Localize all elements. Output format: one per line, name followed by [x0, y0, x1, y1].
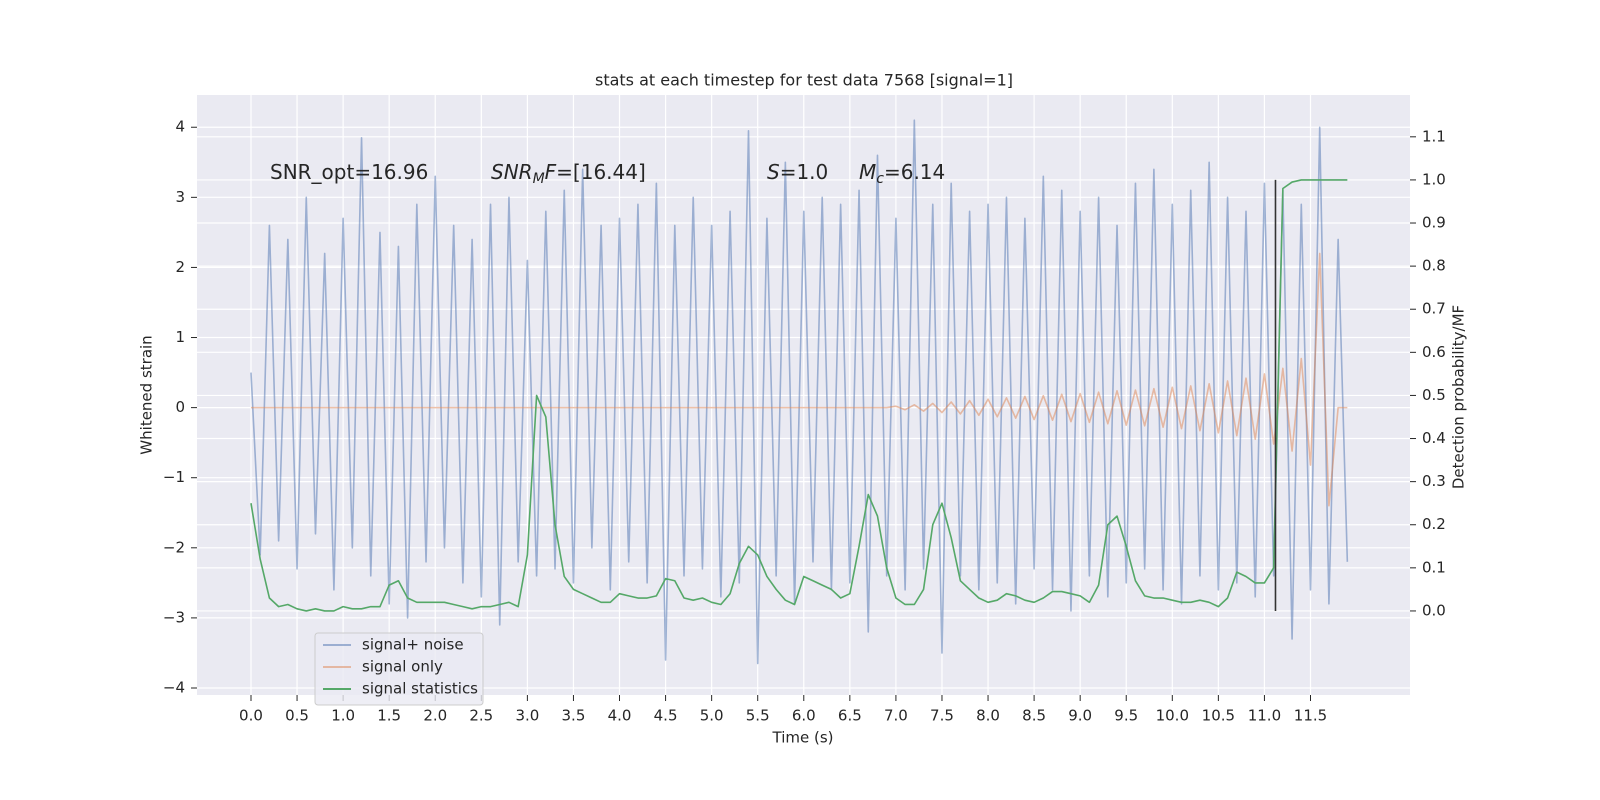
x-tick-label: 1.0 — [331, 707, 355, 725]
legend-label: signal+ noise — [362, 636, 464, 654]
annotation-part: =6.14 — [884, 160, 945, 184]
x-tick-label: 10.5 — [1202, 707, 1235, 725]
y-tick-label: −4 — [163, 678, 185, 696]
annotation: SNR_opt=16.96 — [270, 160, 428, 184]
x-tick-label: 7.0 — [884, 707, 908, 725]
x-tick-label: 5.0 — [700, 707, 724, 725]
chart-title: stats at each timestep for test data 756… — [595, 71, 1013, 90]
x-tick-label: 11.5 — [1294, 707, 1327, 725]
legend-box — [314, 632, 484, 706]
x-tick-label: 3.0 — [515, 707, 539, 725]
x-tick-label: 9.0 — [1068, 707, 1092, 725]
annotation-part: =1.0 — [780, 160, 829, 184]
annotation-part: F — [545, 160, 557, 184]
x-tick-label: 0.0 — [239, 707, 263, 725]
y-tick-label: 4 — [175, 118, 185, 136]
x-tick-label: 6.5 — [838, 707, 862, 725]
x-tick-label: 0.5 — [285, 707, 309, 725]
annotation: SNRMF=[16.44] — [491, 160, 646, 188]
annotation-part: c — [876, 171, 884, 187]
x-tick-label: 1.5 — [377, 707, 401, 725]
y2-tick-label: 0.2 — [1422, 515, 1446, 533]
y-tick-label: 1 — [175, 328, 185, 346]
legend-label: signal only — [362, 658, 443, 676]
annotation-part: =[16.44] — [556, 160, 646, 184]
legend-label: signal statistics — [362, 680, 478, 698]
x-tick-label: 7.5 — [930, 707, 954, 725]
data — [250, 119, 1349, 665]
y2-tick-label: 1.0 — [1422, 170, 1446, 188]
y-tick-label: 0 — [175, 398, 185, 416]
y-axis-label: Whitened strain — [138, 335, 156, 454]
annotation: S=1.0 — [767, 160, 828, 184]
series-line — [250, 252, 1348, 507]
y-tick-label: −3 — [163, 608, 185, 626]
y2-tick-label: 1.1 — [1422, 127, 1446, 145]
x-tick-label: 3.5 — [562, 707, 586, 725]
y-tick-label: 2 — [175, 258, 185, 276]
y2-axis-label: Detection probability/MF — [1450, 305, 1468, 489]
y2-tick-label: 0.8 — [1422, 257, 1446, 275]
y2-tick-label: 0.4 — [1422, 429, 1446, 447]
y-tick-label: 3 — [175, 188, 185, 206]
annotation-part: M — [533, 171, 545, 187]
grid — [197, 95, 1410, 695]
x-tick-label: 6.0 — [792, 707, 816, 725]
y2-tick-label: 0.9 — [1422, 214, 1446, 232]
annotation-part: M — [859, 160, 876, 184]
y2-tick-label: 0.3 — [1422, 472, 1446, 490]
x-tick-label: 10.0 — [1156, 707, 1189, 725]
legend: signal+ noise signal only signal statistic… — [314, 632, 484, 706]
annotation-part: S — [767, 160, 780, 184]
y-tick-label: −2 — [163, 538, 185, 556]
x-tick-label: 5.5 — [746, 707, 770, 725]
x-tick-label: 8.5 — [1022, 707, 1046, 725]
x-tick-label: 8.0 — [976, 707, 1000, 725]
x-tick-label: 2.0 — [423, 707, 447, 725]
x-tick-label: 9.5 — [1114, 707, 1138, 725]
x-tick-label: 11.0 — [1248, 707, 1281, 725]
y2-tick-label: 0.7 — [1422, 300, 1446, 318]
series-line — [250, 179, 1348, 612]
axes: 0.0 0.5 1.0 1.5 2.0 2.5 3.0 3.5 4.0 4.5 5.0 5.5 6.0 6… — [163, 118, 1446, 725]
x-tick-label: 4.0 — [608, 707, 632, 725]
x-axis-label: Time (s) — [772, 729, 834, 747]
y2-tick-label: 0.1 — [1422, 558, 1446, 576]
x-tick-label: 2.5 — [469, 707, 493, 725]
y2-tick-label: 0.0 — [1422, 601, 1446, 619]
annotation: Mc=6.14 — [859, 160, 945, 188]
y2-tick-label: 0.6 — [1422, 343, 1446, 361]
annotation-part: SNR_opt=16.96 — [270, 160, 428, 184]
y-tick-label: −1 — [163, 468, 185, 486]
annotation-part: SNR — [491, 160, 533, 184]
x-tick-label: 4.5 — [654, 707, 678, 725]
y2-tick-label: 0.5 — [1422, 386, 1446, 404]
